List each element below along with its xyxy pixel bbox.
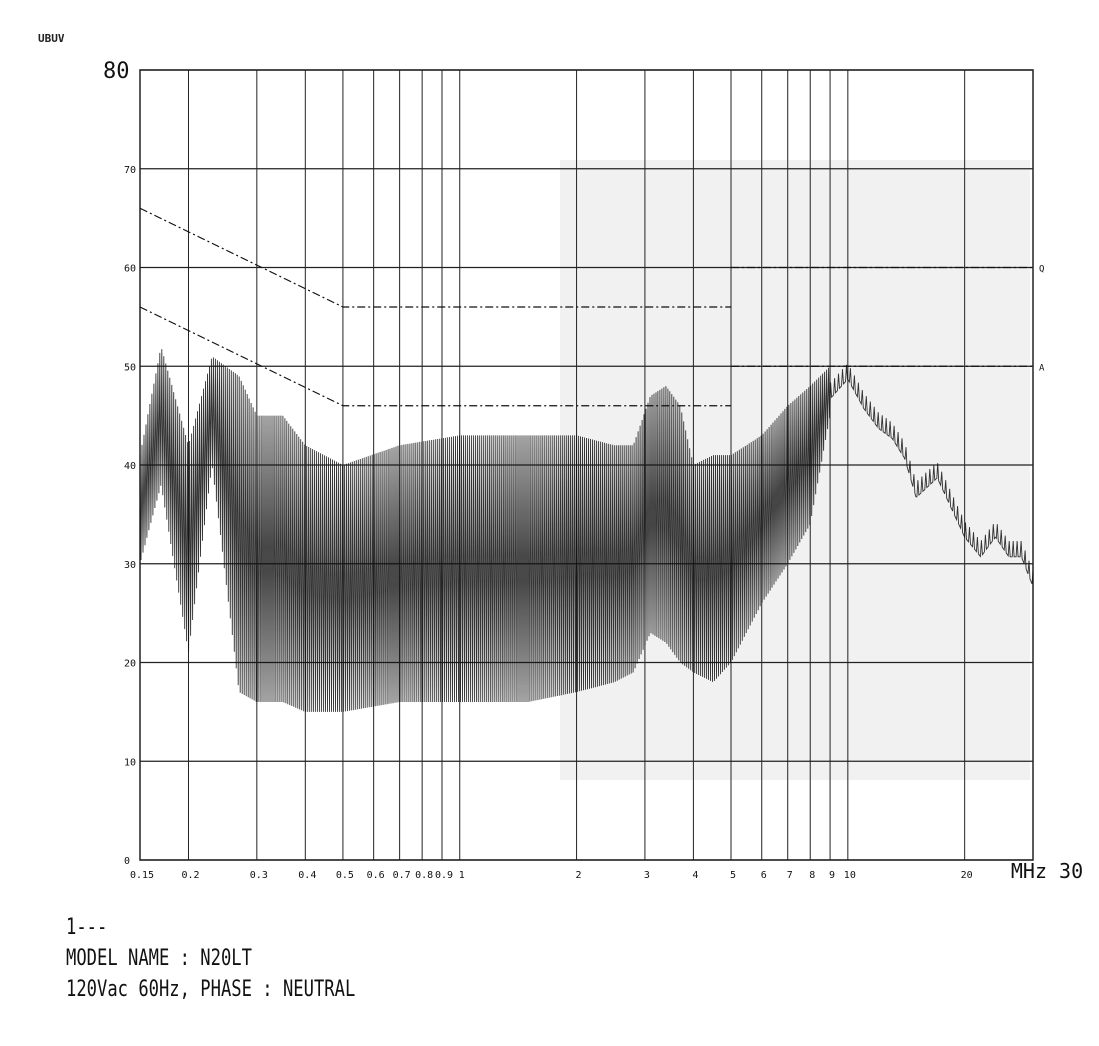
x-tick-label: 2 — [576, 870, 582, 881]
emission-trace — [139, 349, 1034, 712]
x-tick-label: 7 — [787, 870, 793, 881]
x-tick-label: 4 — [692, 870, 698, 881]
x-tick-label: 10 — [844, 870, 856, 881]
chart-svg: 0 10 20 30 40 50 60 70 80 0.15 0.2 0.3 0.4 0.5 0.6 0.7 0… — [103, 59, 1083, 883]
y-tick-label: 20 — [124, 659, 136, 670]
trace-marker: 1--- — [66, 915, 108, 940]
y-tick-label: 60 — [124, 264, 136, 275]
x-tick-label: 5 — [730, 870, 736, 881]
x-tick-label: 1 — [459, 870, 465, 881]
x-tick-label: 0.6 — [367, 870, 385, 881]
x-tick-label: 0.15 — [130, 870, 154, 881]
test-condition-line: 120Vac 60Hz, PHASE : NEUTRAL — [66, 977, 356, 1002]
limit-line — [139, 207, 732, 308]
x-tick-label: 3 — [644, 870, 650, 881]
y-tick-label: 50 — [124, 362, 136, 373]
y-tick-label: 10 — [124, 757, 136, 768]
x-tick-label: 0.3 — [250, 870, 268, 881]
y-unit-label: UBUV — [38, 32, 65, 45]
x-tick-label: 8 — [809, 870, 815, 881]
x-tick-label: 9 — [829, 870, 835, 881]
limit-line — [139, 306, 732, 407]
y-tick-label: 70 — [124, 165, 136, 176]
y-tick-label: 0 — [124, 856, 130, 867]
y-tick-label: 30 — [124, 560, 136, 571]
x-tick-label: 20 — [961, 870, 973, 881]
y-tick-label: 80 — [103, 59, 130, 84]
y-tick-label: 40 — [124, 461, 136, 472]
test-info: 1--- MODEL NAME : N20LT 120Vac 60Hz, PHA… — [66, 912, 355, 1005]
x-tick-label: 0.4 — [298, 870, 316, 881]
x-tick-label: 6 — [761, 870, 767, 881]
x-tick-label: 0.2 — [181, 870, 199, 881]
limit-line-label: A — [1039, 363, 1045, 373]
limit-line-label: Q — [1039, 265, 1044, 275]
x-tick-label: 0.5 — [336, 870, 354, 881]
x-tick-label: 0.7 — [393, 870, 411, 881]
x-axis-end-label: MHz 30 — [1011, 859, 1083, 883]
x-tick-label: 0.8 — [415, 870, 433, 881]
x-tick-label: 0.9 — [435, 870, 453, 881]
model-name-line: MODEL NAME : N20LT — [66, 946, 252, 971]
